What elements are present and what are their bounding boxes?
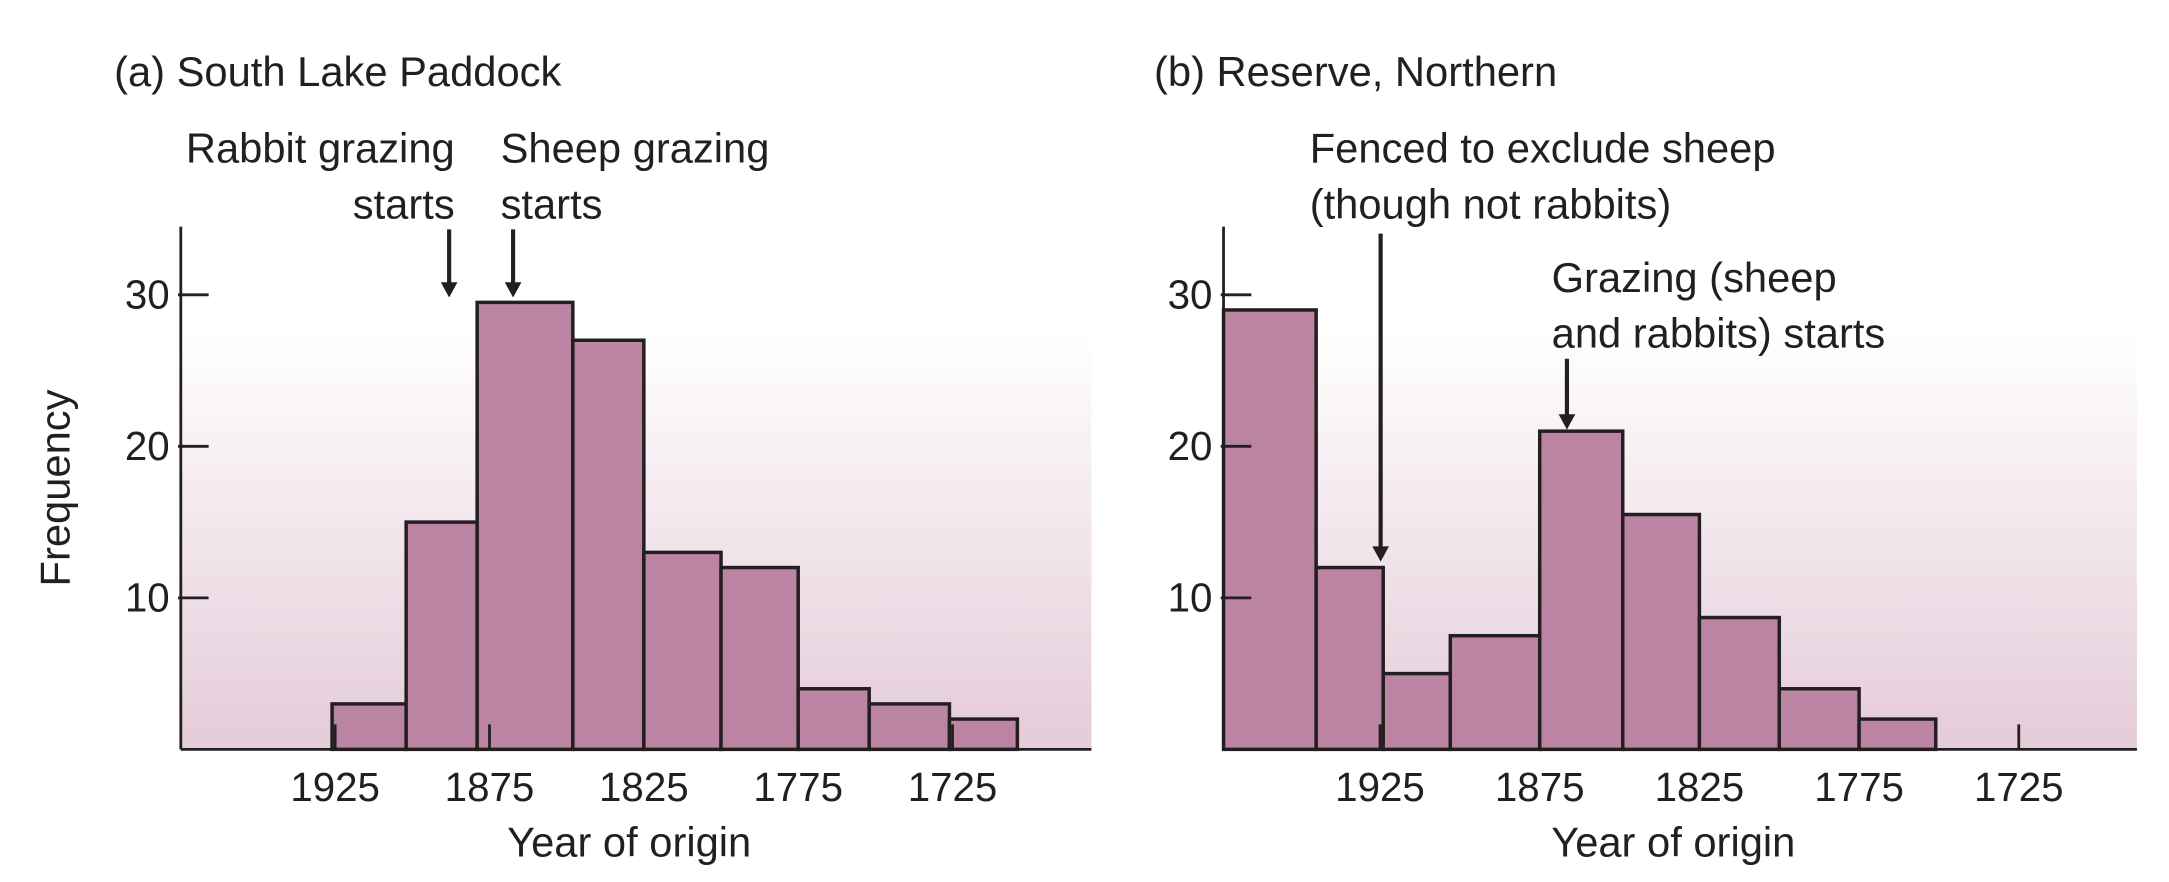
annotation-text: (though not rabbits) (1310, 180, 1672, 227)
histogram-bar (1537, 429, 1625, 752)
histogram-bar (404, 520, 479, 752)
x-axis-label: Year of origin (1551, 818, 1795, 865)
x-axis-label: Year of origin (507, 818, 751, 865)
histogram-bar (1777, 687, 1861, 752)
x-tick-label: 1925 (290, 765, 380, 810)
y-tick-label: 10 (125, 576, 170, 621)
y-tick-label: 20 (1168, 424, 1213, 469)
histogram-bar (947, 717, 1020, 752)
x-tick-label: 1775 (753, 765, 843, 810)
annotation-text: Sheep grazing (501, 125, 770, 172)
arrow-head (1372, 546, 1389, 562)
histogram-bar (1381, 671, 1453, 752)
histogram-bar (796, 687, 871, 752)
histogram-bar (571, 338, 646, 752)
annotation-text: and rabbits) starts (1552, 310, 1886, 357)
x-tick-label: 1725 (1974, 765, 2064, 810)
histogram-bar (1857, 717, 1938, 752)
histogram-bar (1314, 565, 1385, 752)
y-tick-label: 20 (125, 424, 170, 469)
histogram-bar (1448, 633, 1542, 752)
x-tick-label: 1925 (1335, 765, 1425, 810)
annotation-text: Rabbit grazing (186, 125, 455, 172)
y-tick-label: 10 (1168, 576, 1213, 621)
histogram-bar (867, 702, 952, 752)
histogram-bar (642, 550, 723, 752)
annotation-text: starts (501, 180, 603, 227)
y-tick-label: 30 (1168, 273, 1213, 318)
x-tick-label: 1875 (445, 765, 535, 810)
arrow-head (1558, 414, 1576, 430)
x-tick-label: 1825 (599, 765, 689, 810)
histogram-bar (1621, 512, 1702, 752)
annotation-text: starts (353, 180, 455, 227)
histogram-bar (1697, 615, 1781, 752)
x-tick-label: 1725 (908, 765, 998, 810)
arrow-head (504, 282, 522, 298)
chart-title: (a) South Lake Paddock (114, 48, 561, 95)
y-tick-label: 30 (125, 273, 170, 318)
x-tick-label: 1825 (1655, 765, 1745, 810)
histogram-bar (330, 702, 408, 752)
chart-title: (b) Reserve, Northern (1154, 48, 1557, 95)
arrow-head (440, 282, 458, 298)
histogram-bar (1221, 308, 1318, 752)
histogram-bar (719, 565, 800, 752)
y-axis-label: Frequency (32, 389, 79, 586)
x-tick-label: 1775 (1814, 765, 1904, 810)
annotation-text: Fenced to exclude sheep (1310, 125, 1776, 172)
annotation-text: Grazing (sheep (1552, 254, 1837, 301)
x-tick-label: 1875 (1495, 765, 1585, 810)
histogram-bar (475, 300, 575, 752)
